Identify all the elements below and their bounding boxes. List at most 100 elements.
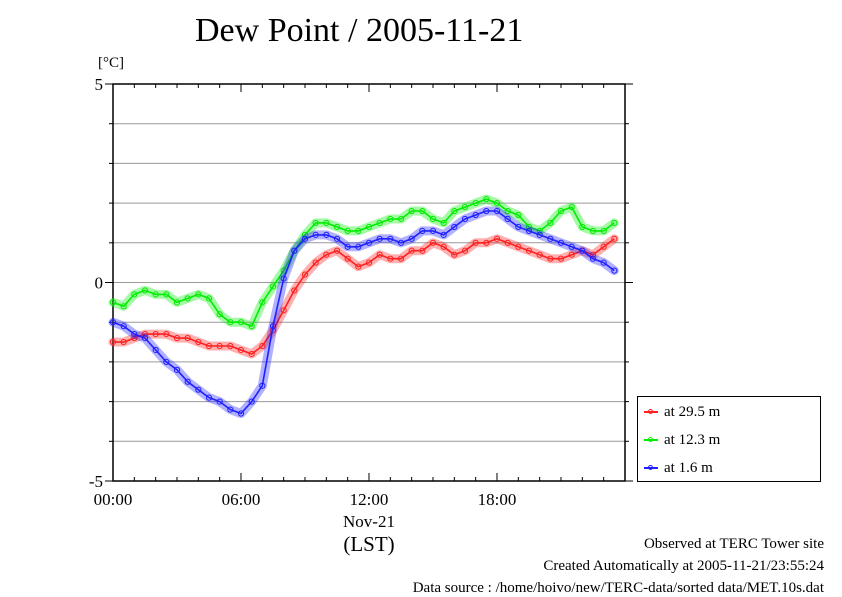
series-point-2 [184,378,191,385]
series-point-0 [600,243,607,250]
series-point-0 [131,334,138,342]
series-point-0 [451,251,458,258]
series-point-2 [547,235,554,242]
series-point-2 [557,239,565,246]
series-point-0 [237,346,245,354]
series-point-1 [483,196,490,203]
series-point-0 [280,307,287,314]
series-point-0 [525,247,533,254]
series-point-2 [333,235,341,242]
footer-data-source: Data source : /home/hoivo/new/TERC-data/… [412,580,824,596]
series-point-2 [301,235,309,242]
y-tick-label: -5 [89,472,103,491]
series-point-0 [536,251,543,258]
series-point-2 [173,366,181,373]
chart-legend: at 29.5 m at 12.3 m at 1.6 m [637,396,821,482]
series-point-2 [152,346,159,354]
series-line-2 [112,210,615,415]
series-point-2 [195,386,202,393]
series-point-2 [408,235,415,242]
series-point-2 [568,243,575,250]
series-point-0 [248,350,255,358]
series-point-2 [291,247,298,254]
series-point-1 [365,223,373,231]
series-point-1 [131,291,138,298]
series-point-1 [504,207,511,215]
series-point-2 [589,255,597,262]
legend-swatch-12-3m [644,437,658,442]
series-point-2 [451,223,458,231]
x-tick-label: 18:00 [478,490,517,509]
legend-item-1-6m: at 1.6 m [644,458,713,478]
x-date-label: Nov-21 [343,512,395,531]
series-point-2 [600,259,607,266]
series-point-0 [333,247,341,254]
series-point-0 [312,259,319,266]
series-point-0 [611,235,618,242]
series-line-0 [113,238,615,355]
series-point-2 [131,331,138,338]
series-point-1 [205,295,213,302]
series-point-0 [301,271,309,278]
series-point-1 [248,323,255,330]
series-point-0 [461,247,469,254]
x-tick-label: 12:00 [350,490,389,509]
series-point-0 [291,287,298,294]
series-point-1 [568,203,575,211]
series-point-2 [440,231,447,238]
series-point-2 [141,334,149,342]
series-point-1 [451,207,458,215]
series-point-2 [461,215,469,223]
x-tick-label: 00:00 [94,490,133,509]
series-point-2 [611,267,618,274]
series-point-0 [344,255,351,262]
series-point-1 [120,303,127,310]
series-point-0 [589,251,597,258]
series-point-1 [141,287,149,294]
series-point-2 [536,231,543,238]
legend-label-29-5m: at 29.5 m [664,404,721,420]
series-point-2 [163,358,170,365]
series-point-2 [248,398,255,405]
x-axis-unit-label: (LST) [343,532,394,556]
y-axis-unit-label: [°C] [98,55,124,71]
series-point-2 [227,406,234,413]
series-point-1 [216,311,223,318]
series-point-1 [461,203,469,211]
series-point-1 [525,223,533,231]
series-point-1 [557,207,565,215]
series-point-1 [472,200,479,207]
series-point-0 [493,235,501,242]
series-point-1 [301,231,309,238]
series-point-2 [504,215,511,223]
series-point-2 [515,223,522,231]
series-point-2 [472,211,479,219]
series-point-0 [429,239,437,246]
series-point-1 [515,211,522,219]
series-point-2 [216,398,223,405]
y-tick-label: 5 [95,75,104,94]
legend-label-12-3m: at 12.3 m [664,432,721,448]
series-point-0 [440,243,447,250]
series-point-2 [365,239,373,246]
series-point-2 [525,227,533,234]
series-point-2 [205,394,213,401]
series-point-1 [429,215,437,223]
series-point-0 [323,251,330,258]
footer-observed-site: Observed at TERC Tower site [643,536,824,552]
series-point-0 [515,243,522,250]
chart-title: Dew Point / 2005-11-21 [195,12,524,49]
series-point-1 [536,227,543,234]
series-point-2 [579,247,586,254]
legend-item-12-3m: at 12.3 m [644,430,720,450]
series-point-1 [259,299,266,306]
series-point-2 [237,410,245,417]
y-tick-label: 0 [95,274,104,293]
series-point-0 [568,251,575,258]
legend-item-29-5m: at 29.5 m [644,402,720,422]
footer-created-timestamp: Created Automatically at 2005-11-21/23:5… [543,558,824,574]
series-point-0 [376,251,383,258]
legend-swatch-29-5m [644,409,658,414]
series-point-0 [504,239,511,246]
